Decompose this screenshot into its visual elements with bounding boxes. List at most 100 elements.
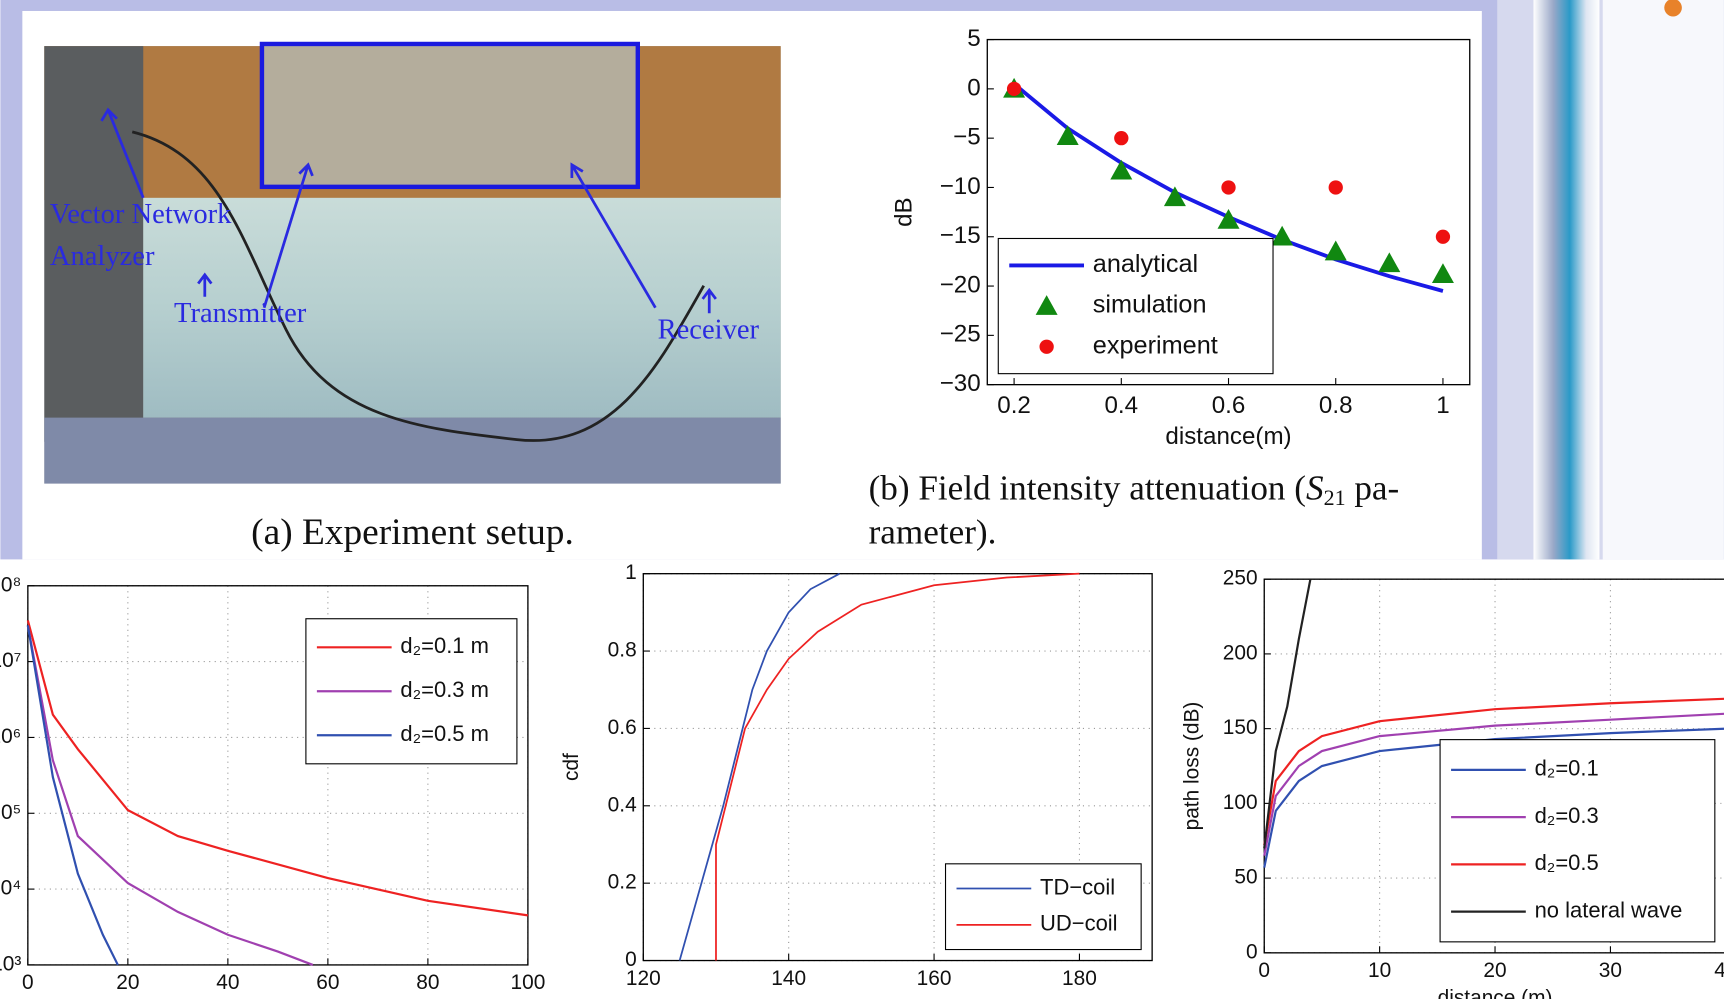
plot-frame: [27, 585, 529, 966]
x-tick-label: 0: [22, 971, 34, 994]
y-tick-label: −20: [940, 271, 981, 298]
series-line: [26, 625, 314, 966]
caption-part: pa-: [1346, 468, 1400, 507]
photo-label: Vector Network: [50, 199, 232, 230]
photo: Vector Network Analyzer Transmitter Rece…: [44, 41, 781, 484]
caption-part: (b) Field intensity attenuation (: [869, 468, 1306, 507]
legend-swatch: [1035, 295, 1058, 315]
caption: rameter).: [869, 512, 997, 551]
caption-part: S: [1306, 468, 1324, 507]
instrument: [44, 46, 144, 442]
data-point: [1431, 263, 1454, 284]
arrows: [100, 107, 717, 314]
y-tick-label: 0.2: [608, 871, 637, 894]
x-axis-label: distance (m): [1438, 986, 1553, 999]
legend-label: d₂=0.1: [1535, 756, 1599, 781]
side-stripe: [1533, 0, 1600, 560]
y-tick-label: 10⁷: [0, 649, 21, 672]
legend-label: UD−coil: [1040, 911, 1118, 936]
y-tick-label: −25: [940, 321, 981, 348]
caption: (b) Field intensity attenuation (S21 pa-: [869, 468, 1400, 510]
y-tick-label: −30: [940, 370, 981, 397]
legend-label: experiment: [1093, 331, 1218, 359]
plot-frame: [986, 38, 1471, 386]
data-point: [1114, 131, 1129, 146]
y-tick-label: −5: [953, 124, 981, 151]
y-tick-label: 10⁸: [0, 573, 21, 596]
legend-label: analytical: [1093, 250, 1198, 278]
data-point: [1221, 180, 1236, 195]
x-tick-label: 10: [1368, 959, 1391, 982]
data-point: [1163, 186, 1186, 207]
legend-label: d₂=0.1 m: [400, 633, 489, 658]
plot-frame: [1263, 578, 1724, 954]
legend-label: d₂=0.3: [1535, 803, 1599, 828]
legend-label: no lateral wave: [1535, 897, 1683, 922]
legend-swatch: [1039, 339, 1054, 354]
x-tick-label: 120: [626, 967, 661, 990]
x-tick-label: 1: [1436, 392, 1449, 419]
data-point: [1378, 252, 1401, 273]
x-tick-label: 40: [216, 971, 239, 994]
data-point: [1006, 81, 1022, 97]
x-tick-label: 20: [116, 971, 139, 994]
cable: [131, 130, 705, 442]
y-tick-label: 10⁴: [0, 877, 21, 900]
x-tick-label: 60: [316, 971, 339, 994]
y-tick-label: 0.8: [608, 639, 637, 662]
y-axis-label: dB: [890, 197, 917, 227]
legend-label: d₂=0.3 m: [400, 677, 489, 702]
series-line: [678, 572, 840, 961]
y-tick-label: 0: [1246, 940, 1258, 963]
plot-frame: [642, 573, 1153, 962]
series-line: [26, 625, 119, 966]
photo-label: Receiver: [658, 314, 760, 345]
x-tick-label: 0: [1258, 959, 1270, 982]
side-dot: [1664, 0, 1682, 17]
series-line: [1263, 712, 1724, 856]
caption: (a) Experiment setup.: [251, 512, 574, 553]
series-line: [26, 620, 529, 917]
series-line: [1263, 727, 1724, 868]
y-tick-label: 0.6: [608, 716, 637, 739]
legend-label: d₂=0.5: [1535, 850, 1599, 875]
series-line: [1263, 697, 1724, 846]
x-tick-label: 40: [1714, 959, 1724, 982]
y-tick-label: 0: [625, 948, 637, 971]
legend-box: [944, 863, 1142, 951]
x-tick-label: 180: [1062, 967, 1097, 990]
y-axis-label: cdf: [560, 753, 583, 781]
data-point: [1217, 209, 1240, 229]
data-point: [1328, 180, 1343, 195]
y-tick-label: −10: [940, 173, 981, 200]
x-tick-label: 0.2: [997, 392, 1031, 419]
legend-label: TD−coil: [1040, 874, 1115, 899]
y-tick-label: 50: [1234, 866, 1257, 889]
side-inner: [1602, 0, 1724, 560]
photo-label: Transmitter: [174, 298, 307, 329]
y-tick-label: −15: [940, 222, 981, 249]
y-tick-label: 10⁶: [0, 725, 21, 748]
x-tick-label: 0.4: [1105, 392, 1139, 419]
x-tick-label: 20: [1483, 959, 1506, 982]
y-axis-label: path loss (dB): [1181, 702, 1204, 831]
y-tick-label: 250: [1223, 567, 1258, 590]
data-point: [1324, 240, 1347, 261]
y-tick-label: 150: [1223, 716, 1258, 739]
legend-label: d₂=0.5 m: [400, 721, 489, 746]
data-point: [1435, 229, 1451, 244]
x-tick-label: 0.8: [1319, 392, 1353, 419]
x-tick-label: 100: [510, 971, 545, 994]
data-point: [1110, 159, 1133, 180]
y-tick-label: 10³: [0, 952, 21, 975]
y-tick-label: 0: [967, 74, 980, 101]
data-point: [1271, 225, 1294, 246]
data-point: [1056, 125, 1079, 145]
water-tank: [143, 197, 781, 418]
y-tick-label: 100: [1223, 791, 1258, 814]
y-tick-label: 0.4: [608, 793, 637, 816]
x-axis-label: distance(m): [1165, 423, 1291, 450]
series-line: [715, 572, 1080, 961]
